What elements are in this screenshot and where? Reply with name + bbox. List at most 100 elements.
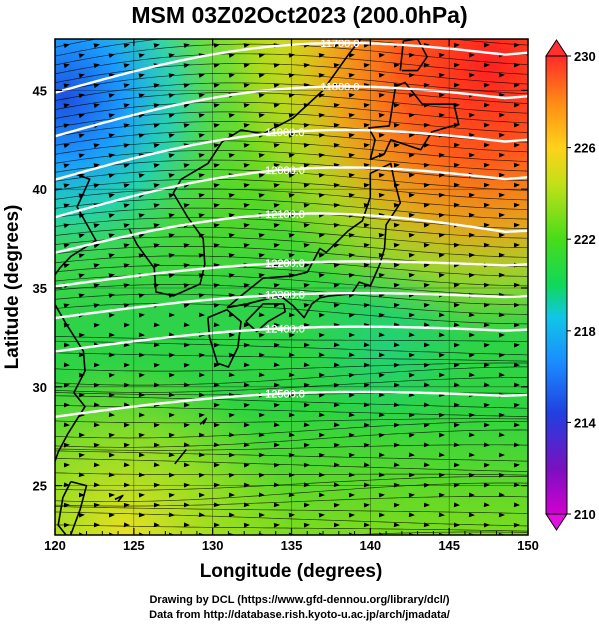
wind-arrow <box>378 492 385 498</box>
wind-arrow <box>423 182 430 188</box>
wind-arrow <box>529 113 535 118</box>
wind-arrow <box>63 143 70 149</box>
wind-arrow <box>123 502 130 508</box>
wind-arrow <box>363 462 370 468</box>
temperature-field: 11700.0 11800.0 11900.0 12000.0 12100.0 12200… <box>45 5 537 535</box>
wind-arrow <box>258 452 265 458</box>
wind-arrow <box>153 382 160 388</box>
contour-label: 12200.0 <box>265 258 305 270</box>
wind-arrow <box>258 512 265 518</box>
wind-arrow <box>453 322 460 328</box>
wind-arrow <box>513 202 520 208</box>
wind-arrow <box>423 362 430 368</box>
wind-arrow <box>198 312 205 318</box>
wind-arrow <box>138 53 145 59</box>
wind-arrow <box>529 413 535 418</box>
wind-arrow <box>423 82 430 88</box>
wind-arrow <box>513 382 520 388</box>
wind-arrow <box>379 512 385 518</box>
wind-arrow <box>153 163 160 168</box>
wind-arrow <box>288 452 295 458</box>
y-tick-label: 40 <box>33 182 47 197</box>
wind-arrow <box>213 342 220 348</box>
wind-arrow <box>529 133 535 138</box>
wind-arrow <box>258 73 265 78</box>
wind-arrow <box>438 192 445 198</box>
wind-arrow <box>423 402 430 408</box>
wind-arrow <box>183 103 190 108</box>
wind-arrow <box>468 532 475 535</box>
wind-arrow <box>93 63 100 69</box>
wind-arrow <box>348 252 355 258</box>
wind-arrow <box>318 173 325 178</box>
wind-arrow <box>318 372 325 378</box>
wind-arrow <box>348 172 355 178</box>
wind-arrow <box>468 372 475 378</box>
wind-arrow <box>78 352 85 358</box>
wind-arrow <box>529 353 535 358</box>
wind-arrow <box>453 182 460 188</box>
wind-arrow <box>183 163 190 168</box>
wind-arrow <box>93 303 100 309</box>
wind-arrow <box>153 362 160 368</box>
wind-arrow <box>393 442 400 448</box>
wind-arrow <box>393 222 400 228</box>
wind-arrow <box>183 342 190 348</box>
wind-arrow <box>63 342 70 348</box>
wind-arrow <box>318 492 325 498</box>
wind-arrow <box>468 132 475 138</box>
streamline <box>55 130 528 153</box>
wind-arrow <box>258 273 265 278</box>
wind-arrow <box>483 462 490 468</box>
wind-arrow <box>498 412 505 418</box>
wind-arrow <box>168 452 175 458</box>
wind-arrow <box>123 522 130 528</box>
wind-arrow <box>198 113 205 118</box>
streamline <box>45 15 537 41</box>
coastline <box>226 162 402 319</box>
wind-arrow <box>108 432 115 438</box>
wind-arrow <box>258 372 265 378</box>
wind-arrow <box>498 332 505 338</box>
wind-arrow <box>438 532 445 535</box>
wind-arrow <box>93 502 100 508</box>
wind-arrow <box>183 63 190 68</box>
wind-arrow <box>93 482 100 488</box>
wind-arrow <box>108 472 115 478</box>
wind-arrow <box>123 382 130 388</box>
wind-arrow <box>273 83 280 88</box>
wind-arrow <box>483 142 490 148</box>
wind-arrow <box>393 362 400 368</box>
wind-arrow <box>498 512 505 518</box>
footer-credit-drawing: Drawing by DCL (https://www.gfd-dennou.o… <box>149 594 450 606</box>
streamline <box>45 5 537 32</box>
wind-arrow <box>303 243 310 248</box>
x-tick-label: 135 <box>281 538 303 553</box>
wind-arrow <box>318 233 325 238</box>
wind-arrow <box>498 532 505 535</box>
wind-arrow <box>303 303 310 308</box>
wind-arrow <box>288 432 295 438</box>
wind-arrow <box>498 312 505 318</box>
wind-arrow <box>529 432 535 437</box>
wind-arrow <box>513 42 520 48</box>
wind-arrow <box>258 472 265 478</box>
wind-arrow <box>513 322 520 328</box>
wind-arrow <box>303 143 310 148</box>
wind-arrow <box>363 242 370 248</box>
wind-arrow <box>228 492 235 498</box>
wind-arrow <box>213 402 220 408</box>
streamline <box>55 63 528 85</box>
wind-arrow <box>198 392 205 398</box>
wind-arrow <box>453 62 460 68</box>
wind-arrow <box>63 502 70 508</box>
contour-label: 11900.0 <box>266 127 305 139</box>
wind-arrow <box>228 213 235 218</box>
wind-arrow <box>378 472 385 478</box>
wind-arrow <box>63 263 70 269</box>
wind-arrow <box>183 382 190 388</box>
wind-arrow <box>228 352 235 358</box>
wind-arrow <box>108 93 115 99</box>
footer-credit-data: Data from http://database.rish.kyoto-u.a… <box>149 609 450 621</box>
wind-arrow <box>213 322 220 328</box>
